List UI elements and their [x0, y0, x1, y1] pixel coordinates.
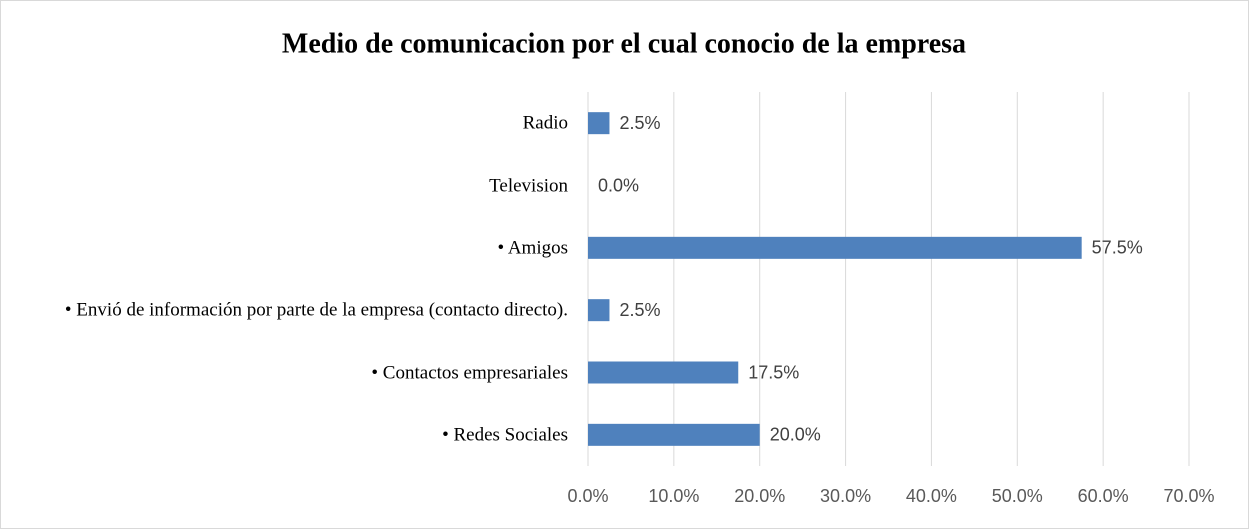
data-label: 17.5% — [748, 362, 799, 382]
x-tick-label: 30.0% — [820, 486, 871, 506]
y-tick-label: • Redes Sociales — [442, 424, 568, 446]
x-tick-label: 50.0% — [992, 486, 1043, 506]
x-tick-label: 20.0% — [734, 486, 785, 506]
data-label: 57.5% — [1092, 238, 1143, 258]
x-tick-label: 70.0% — [1163, 486, 1214, 506]
y-tick-label: • Contactos empresariales — [371, 362, 568, 383]
y-tick-label: Radio — [522, 112, 568, 134]
bar — [588, 361, 739, 384]
data-label: 2.5% — [619, 113, 660, 133]
x-tick-label: 0.0% — [567, 486, 608, 506]
data-label: 0.0% — [598, 175, 639, 195]
x-tick-label: 10.0% — [648, 486, 699, 506]
chart-title: Medio de comunicacion por el cual conoci… — [282, 28, 966, 59]
bar — [588, 236, 1082, 259]
y-tick-label: • Amigos — [497, 237, 568, 259]
y-tick-label: • Envió de información por parte de la e… — [64, 299, 568, 321]
data-label: 2.5% — [619, 300, 660, 320]
bar — [588, 112, 610, 135]
bar — [588, 299, 610, 322]
x-tick-label: 60.0% — [1078, 486, 1129, 506]
bar — [588, 423, 760, 446]
y-tick-label: Television — [489, 175, 568, 196]
data-label: 20.0% — [770, 425, 821, 445]
x-tick-label: 40.0% — [906, 486, 957, 506]
